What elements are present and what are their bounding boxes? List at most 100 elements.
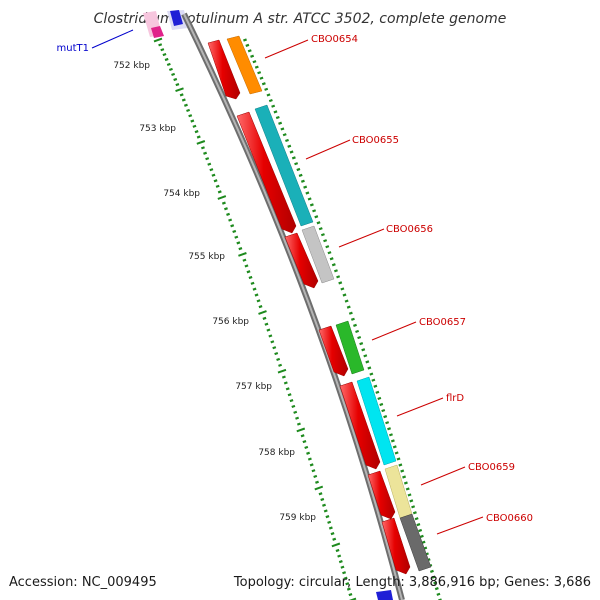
outer-track-minor-tick [282, 133, 287, 137]
inner-track-minor-tick [258, 305, 263, 309]
tick-label: 753 kbp [139, 124, 176, 134]
cds-arrow [381, 517, 411, 575]
outer-track-minor-tick [305, 191, 310, 195]
inner-track-minor-tick [224, 207, 228, 211]
inner-track-minor-tick [268, 334, 273, 338]
outer-track-minor-tick [412, 511, 417, 515]
outer-track-minor-tick [336, 275, 341, 279]
inner-track-minor-tick [186, 108, 191, 113]
inner-track-minor-tick [256, 299, 261, 303]
outer-track-minor-tick [247, 49, 252, 53]
outer-track-minor-tick [388, 433, 393, 437]
inner-track-minor-tick [266, 328, 271, 332]
outer-track-minor-tick [331, 263, 336, 267]
inner-track-minor-tick [342, 571, 347, 575]
inner-tick-track [153, 37, 357, 600]
outer-track-minor-tick [294, 162, 299, 166]
inner-track-minor-tick [313, 474, 318, 479]
outer-track-minor-tick [344, 299, 349, 303]
tick-label: 757 kbp [235, 382, 272, 392]
outer-track-minor-tick [379, 402, 384, 407]
outer-track-minor-tick [402, 475, 407, 479]
inner-track-minor-tick [340, 565, 345, 569]
inner-track-minor-tick [254, 293, 259, 297]
feature-cbo0660[interactable] [381, 513, 432, 575]
feature-cbo0657[interactable] [318, 320, 365, 377]
inner-track-minor-tick [287, 393, 292, 397]
inner-track-minor-tick [230, 224, 235, 228]
outer-track-minor-tick [392, 445, 397, 449]
inner-track-minor-tick [320, 497, 325, 502]
outer-track-minor-tick [268, 98, 273, 103]
outer-track-minor-tick [298, 173, 303, 177]
outer-track-minor-tick [296, 167, 301, 172]
inner-track-minor-tick [194, 130, 199, 134]
partial-feature-blue [170, 10, 183, 26]
outer-track-minor-tick [273, 110, 278, 114]
inner-track-minor-tick [343, 576, 348, 580]
outer-track-minor-tick [405, 487, 410, 491]
inner-track-minor-tick [166, 62, 171, 67]
outer-track-minor-tick [407, 493, 412, 497]
inner-track-minor-tick [307, 457, 312, 461]
inner-track-minor-tick [325, 515, 330, 519]
inner-track-minor-tick [348, 592, 353, 597]
inner-track-minor-tick [221, 201, 226, 205]
leader-line-cbo0660 [436, 516, 484, 535]
tick-label: 754 kbp [163, 189, 200, 199]
inner-track-minor-tick [244, 264, 249, 268]
gene-label-cbo0659[interactable]: CBO0659 [468, 462, 515, 473]
cds-arrow [236, 111, 297, 234]
inner-track-minor-tick [246, 270, 251, 274]
inner-track-minor-tick [318, 492, 323, 496]
cog-block [399, 513, 432, 572]
feature-cbo0655[interactable] [236, 104, 314, 234]
gene-label-flrd[interactable]: flrD [446, 393, 464, 404]
inner-track-minor-tick [181, 98, 186, 102]
gene-label-mutt1[interactable]: mutT1 [57, 43, 89, 54]
inner-track-minor-tick [215, 184, 220, 188]
cds-arrow [367, 470, 396, 520]
inner-track-minor-tick [173, 77, 178, 82]
outer-track-minor-tick [327, 251, 332, 255]
inner-track-minor-tick [168, 67, 173, 72]
inner-track-minor-tick [315, 480, 319, 484]
gene-label-cbo0655[interactable]: CBO0655 [352, 135, 399, 146]
outer-track-minor-tick [367, 366, 372, 370]
outer-track-minor-tick [340, 287, 345, 291]
inner-track-minor-tick [250, 281, 255, 285]
gene-label-cbo0657[interactable]: CBO0657 [419, 317, 466, 328]
feature-cbo0654[interactable] [207, 35, 263, 100]
feature-flrd[interactable] [339, 376, 397, 470]
outer-track-minor-tick [291, 156, 296, 160]
feature-cbo0656[interactable] [284, 225, 335, 289]
inner-track-minor-tick [291, 404, 296, 409]
inner-track-minor-tick [272, 346, 277, 350]
label-leader-lines [91, 29, 484, 535]
genome-summary-text: Topology: circular; Length: 3,886,916 bp… [233, 575, 591, 590]
feature-cbo0659[interactable] [367, 464, 413, 520]
inner-track-minor-tick [346, 587, 351, 591]
outer-track-minor-tick [303, 185, 308, 189]
inner-track-major-tick [196, 140, 206, 145]
inner-track-minor-tick [171, 72, 176, 77]
leader-line-mutt1 [91, 29, 134, 49]
outer-track-minor-tick [400, 469, 405, 473]
inner-track-minor-tick [327, 520, 332, 524]
gene-label-cbo0654[interactable]: CBO0654 [311, 34, 358, 45]
inner-track-minor-tick [192, 124, 197, 128]
outer-track-minor-tick [353, 323, 357, 327]
cog-block [356, 376, 397, 466]
inner-track-minor-tick [309, 463, 314, 467]
gene-label-cbo0660[interactable]: CBO0660 [486, 513, 533, 524]
gene-label-cbo0656[interactable]: CBO0656 [386, 224, 433, 235]
outer-track-minor-tick [396, 457, 401, 461]
inner-track-minor-tick [330, 532, 335, 536]
outer-track-minor-tick [373, 384, 378, 388]
outer-track-minor-tick [411, 505, 416, 509]
inner-track-minor-tick [209, 168, 214, 172]
outer-track-minor-tick [346, 305, 351, 309]
outer-track-minor-tick [275, 115, 280, 120]
inner-track-minor-tick [283, 381, 288, 385]
